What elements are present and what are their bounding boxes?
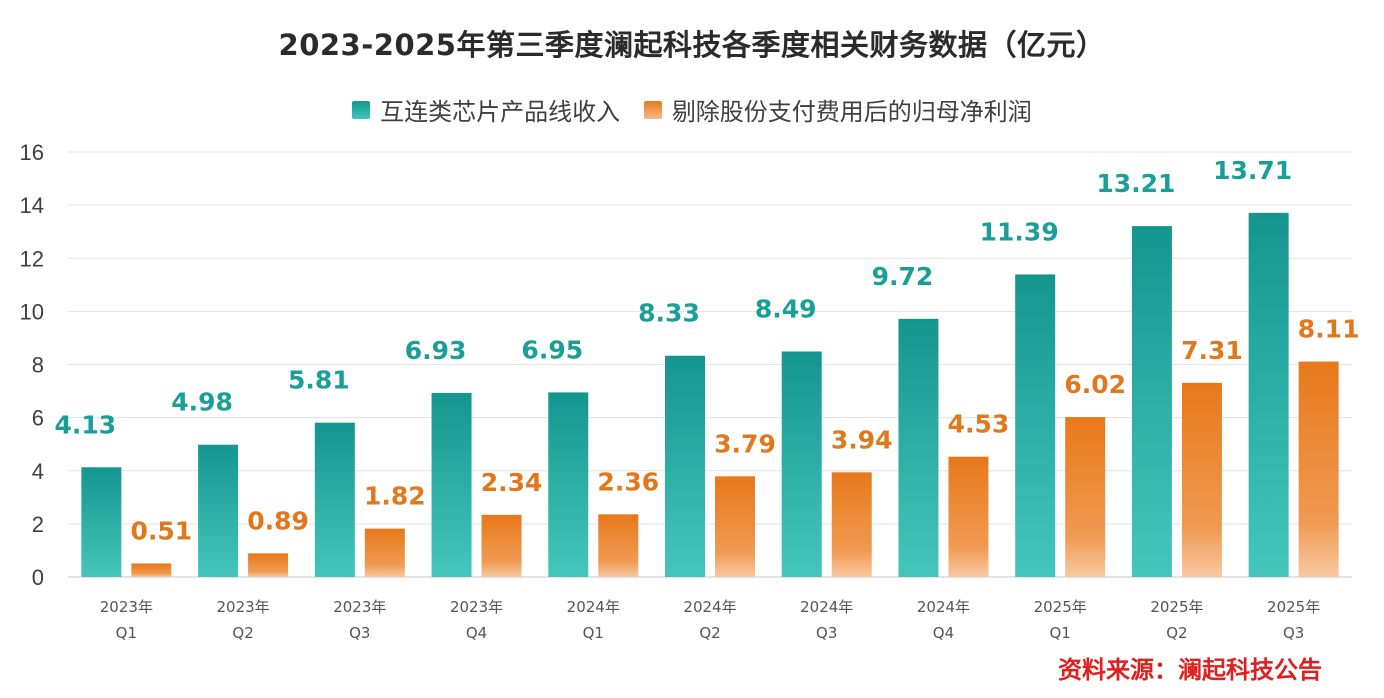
x-tick-label-year: 2023年 bbox=[216, 598, 269, 616]
data-label-profit: 1.82 bbox=[364, 482, 426, 511]
data-label-profit: 6.02 bbox=[1064, 370, 1126, 399]
data-label-revenue: 13.71 bbox=[1213, 156, 1292, 185]
x-tick-label-quarter: Q3 bbox=[1283, 624, 1304, 642]
bar-revenue bbox=[548, 392, 589, 577]
x-tick-label-year: 2024年 bbox=[917, 598, 970, 616]
x-tick-label-year: 2025年 bbox=[1150, 598, 1203, 616]
legend-item-revenue: 互连类芯片产品线收入 bbox=[352, 92, 620, 127]
bar-revenue bbox=[665, 355, 705, 577]
bar-profit bbox=[715, 476, 755, 577]
bar-revenue bbox=[81, 467, 122, 577]
x-tick-label-year: 2025年 bbox=[1267, 598, 1320, 616]
data-label-profit: 3.94 bbox=[831, 425, 893, 454]
y-tick-label: 6 bbox=[32, 406, 44, 431]
chart-legend: 互连类芯片产品线收入 剔除股份支付费用后的归母净利润 bbox=[0, 92, 1384, 127]
data-label-revenue: 4.98 bbox=[171, 388, 233, 417]
x-tick-label-year: 2024年 bbox=[683, 598, 736, 616]
data-label-profit: 7.31 bbox=[1181, 336, 1243, 365]
x-tick-label-quarter: Q4 bbox=[466, 624, 487, 642]
bar-revenue bbox=[781, 351, 822, 577]
bar-profit bbox=[131, 563, 172, 577]
chart-title: 2023-2025年第三季度澜起科技各季度相关财务数据（亿元） bbox=[278, 28, 1106, 62]
legend-label-profit: 剔除股份支付费用后的归母净利润 bbox=[671, 98, 1032, 126]
bar-revenue bbox=[1131, 226, 1172, 577]
x-tick-label-quarter: Q1 bbox=[583, 624, 604, 642]
x-tick-label-year: 2024年 bbox=[800, 598, 853, 616]
data-label-profit: 4.53 bbox=[948, 410, 1010, 439]
data-label-revenue: 8.49 bbox=[755, 294, 817, 323]
bar-profit bbox=[1298, 361, 1339, 577]
y-tick-label: 10 bbox=[20, 299, 44, 324]
bar-profit bbox=[948, 456, 989, 577]
data-label-profit: 2.36 bbox=[597, 467, 659, 496]
x-tick-label-year: 2025年 bbox=[1034, 598, 1087, 616]
x-tick-label-quarter: Q3 bbox=[816, 624, 837, 642]
y-tick-label: 2 bbox=[32, 512, 44, 537]
data-label-profit: 3.79 bbox=[714, 429, 776, 458]
data-label-revenue: 4.13 bbox=[55, 410, 117, 439]
data-label-revenue: 6.93 bbox=[405, 336, 467, 365]
y-tick-label: 8 bbox=[32, 353, 44, 378]
bar-revenue bbox=[898, 318, 939, 577]
bar-profit bbox=[1181, 382, 1222, 577]
bar-revenue bbox=[1248, 212, 1289, 577]
y-tick-label: 4 bbox=[32, 459, 44, 484]
bar-revenue bbox=[198, 444, 239, 577]
y-tick-label: 14 bbox=[20, 193, 44, 218]
data-label-profit: 8.11 bbox=[1298, 315, 1360, 344]
source-note: 资料来源：澜起科技公告 bbox=[1058, 656, 1322, 684]
data-label-profit: 0.89 bbox=[247, 506, 309, 535]
data-label-revenue: 8.33 bbox=[638, 299, 700, 328]
legend-swatch-profit bbox=[643, 100, 662, 119]
bar-profit bbox=[1065, 417, 1106, 577]
x-tick-label-year: 2023年 bbox=[450, 598, 503, 616]
bar-revenue bbox=[1015, 274, 1056, 577]
x-tick-label-quarter: Q1 bbox=[116, 624, 137, 642]
x-tick-label-quarter: Q2 bbox=[232, 624, 253, 642]
legend-item-profit: 剔除股份支付费用后的归母净利润 bbox=[643, 92, 1032, 127]
x-tick-label-year: 2024年 bbox=[567, 598, 620, 616]
x-tick-label-quarter: Q4 bbox=[933, 624, 954, 642]
x-tick-label-quarter: Q2 bbox=[1166, 624, 1187, 642]
x-tick-label-quarter: Q1 bbox=[1050, 624, 1071, 642]
x-tick-label-quarter: Q2 bbox=[699, 624, 720, 642]
y-tick-label: 16 bbox=[20, 140, 44, 165]
bar-profit bbox=[481, 514, 522, 577]
bar-profit bbox=[831, 472, 872, 577]
bar-profit bbox=[598, 514, 639, 577]
data-label-revenue: 11.39 bbox=[980, 217, 1059, 246]
y-tick-label: 12 bbox=[20, 246, 44, 271]
legend-label-revenue: 互连类芯片产品线收入 bbox=[380, 98, 621, 126]
data-label-revenue: 6.95 bbox=[521, 335, 583, 364]
data-label-revenue: 13.21 bbox=[1096, 169, 1175, 198]
bar-revenue bbox=[431, 392, 472, 577]
data-label-revenue: 5.81 bbox=[288, 366, 350, 395]
y-tick-label: 0 bbox=[32, 565, 44, 590]
data-label-profit: 0.51 bbox=[131, 516, 193, 545]
x-tick-label-year: 2023年 bbox=[100, 598, 153, 616]
x-tick-label-quarter: Q3 bbox=[349, 624, 370, 642]
legend-swatch-revenue bbox=[352, 100, 371, 119]
bar-revenue bbox=[314, 422, 355, 577]
bar-profit bbox=[248, 553, 289, 577]
data-label-profit: 2.34 bbox=[481, 468, 543, 497]
bar-profit bbox=[364, 528, 405, 577]
x-tick-label-year: 2023年 bbox=[333, 598, 386, 616]
data-label-revenue: 9.72 bbox=[872, 262, 934, 291]
